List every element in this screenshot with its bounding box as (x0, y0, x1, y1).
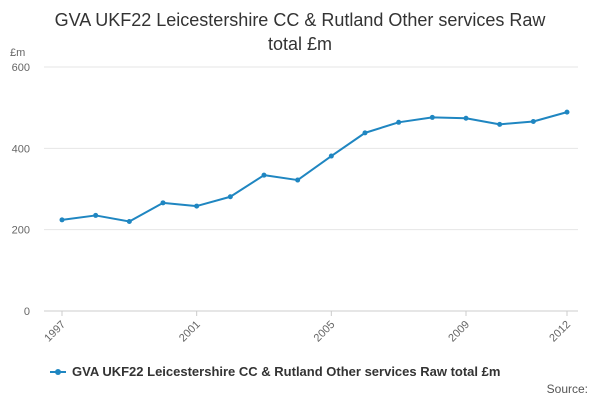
legend[interactable]: GVA UKF22 Leicestershire CC & Rutland Ot… (50, 364, 500, 379)
data-point[interactable] (59, 217, 65, 223)
data-point[interactable] (93, 212, 99, 218)
data-point[interactable] (396, 119, 402, 125)
chart-title-line-1: GVA UKF22 Leicestershire CC & Rutland Ot… (54, 10, 546, 30)
x-tick-label: 2005 (312, 319, 338, 345)
data-point[interactable] (362, 130, 368, 136)
chart-title: GVA UKF22 Leicestershire CC & Rutland Ot… (0, 8, 600, 56)
y-tick-label: 400 (12, 143, 30, 155)
y-tick-label: 600 (12, 62, 30, 74)
source-credit: Source: (546, 382, 588, 396)
x-tick-label: 1997 (42, 319, 68, 345)
data-point[interactable] (497, 121, 503, 127)
y-axis-label: £m (10, 47, 25, 59)
x-tick-label: 2012 (547, 319, 573, 345)
chart-title-line-2: total £m (267, 34, 333, 54)
data-point[interactable] (126, 219, 132, 225)
data-point[interactable] (530, 118, 536, 124)
legend-series-marker-icon (50, 367, 66, 377)
data-point[interactable] (160, 200, 166, 206)
data-point[interactable] (261, 172, 267, 178)
y-tick-label: 0 (24, 306, 30, 318)
data-point[interactable] (227, 194, 233, 200)
data-point[interactable] (295, 177, 301, 183)
legend-series-label: GVA UKF22 Leicestershire CC & Rutland Ot… (72, 364, 501, 379)
data-point[interactable] (194, 203, 200, 209)
y-tick-label: 200 (12, 225, 30, 237)
x-tick-label: 2001 (177, 319, 203, 345)
data-point[interactable] (564, 109, 570, 115)
series-line (61, 111, 568, 223)
x-tick-label: 2009 (446, 319, 472, 345)
data-point[interactable] (328, 153, 334, 159)
data-point[interactable] (463, 115, 469, 121)
data-point[interactable] (429, 114, 435, 120)
